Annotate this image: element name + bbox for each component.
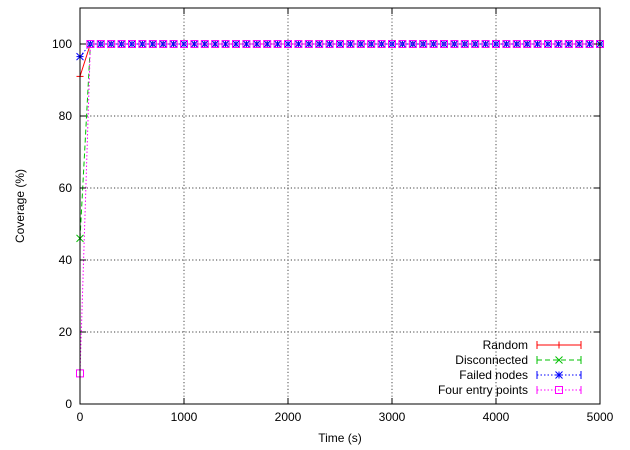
data-point — [284, 40, 292, 48]
data-point — [367, 40, 376, 48]
data-point — [575, 40, 584, 48]
legend-marker — [555, 371, 563, 379]
data-point — [429, 40, 438, 48]
data-point — [86, 40, 95, 48]
data-point — [533, 40, 542, 48]
data-point — [221, 40, 230, 48]
data-point — [523, 40, 532, 48]
data-point — [502, 40, 511, 48]
series-failed-nodes — [76, 40, 604, 61]
legend-item: Disconnected — [455, 353, 582, 367]
data-point — [273, 40, 282, 48]
data-point — [96, 40, 105, 48]
x-tick-label: 0 — [77, 410, 84, 424]
y-tick-label: 40 — [59, 253, 73, 267]
data-point — [544, 40, 552, 48]
data-point — [107, 40, 116, 48]
data-point — [398, 40, 407, 48]
legend-marker — [555, 356, 563, 364]
legend-marker — [555, 341, 563, 349]
data-point — [481, 40, 490, 48]
data-point — [512, 40, 521, 48]
y-tick-label: 60 — [59, 181, 73, 195]
data-point — [377, 40, 386, 48]
data-point — [554, 40, 563, 48]
series-line — [79, 43, 600, 239]
data-point — [336, 40, 344, 48]
data-point — [159, 40, 168, 48]
data-point — [450, 40, 459, 48]
data-point — [169, 40, 178, 48]
data-point — [190, 40, 199, 48]
legend-marker — [555, 386, 563, 394]
data-point — [180, 40, 188, 48]
y-tick-label: 100 — [52, 37, 72, 51]
data-point — [242, 40, 251, 48]
data-point — [419, 40, 428, 48]
series-four-entry-points — [76, 40, 604, 378]
plot-frame — [79, 7, 601, 405]
series-disconnected — [76, 40, 604, 243]
data-point — [388, 40, 396, 48]
data-point — [304, 40, 313, 48]
data-point — [117, 40, 126, 48]
data-point — [128, 40, 136, 48]
data-point — [336, 40, 344, 48]
legend-label: Four entry points — [438, 383, 528, 397]
y-tick-label: 20 — [59, 325, 73, 339]
data-point — [440, 40, 448, 48]
legend-item: Four entry points — [438, 383, 582, 397]
legend-label: Failed nodes — [459, 368, 528, 382]
data-point — [211, 40, 220, 48]
series-line — [79, 43, 600, 374]
data-point — [252, 40, 261, 48]
x-tick-label: 4000 — [483, 410, 510, 424]
data-point — [263, 40, 272, 48]
grid — [80, 8, 600, 404]
data-point — [408, 40, 417, 48]
legend-item: Failed nodes — [459, 368, 582, 382]
data-point — [159, 40, 168, 48]
legend-label: Disconnected — [455, 353, 528, 367]
x-tick-label: 3000 — [379, 410, 406, 424]
data-point — [585, 40, 594, 48]
data-point — [564, 40, 573, 48]
data-point — [564, 40, 573, 48]
data-point — [471, 40, 480, 48]
data-point — [356, 40, 365, 48]
y-tick-label: 0 — [65, 397, 72, 411]
legend-label: Random — [483, 338, 528, 352]
y-tick-label: 80 — [59, 109, 73, 123]
data-point — [346, 40, 355, 48]
data-point — [325, 40, 334, 48]
legend-item: Random — [483, 338, 582, 352]
data-point — [200, 40, 209, 48]
series-layer — [76, 40, 604, 378]
data-point — [232, 40, 240, 48]
data-point — [575, 40, 584, 48]
x-tick-label: 5000 — [587, 410, 614, 424]
data-point — [294, 40, 303, 48]
data-point — [315, 40, 324, 48]
data-point — [221, 40, 230, 48]
data-point — [460, 40, 469, 48]
x-axis-label: Time (s) — [318, 431, 362, 445]
data-point — [138, 40, 147, 48]
x-tick-label: 2000 — [275, 410, 302, 424]
data-point — [148, 40, 157, 48]
y-axis-label: Coverage (%) — [13, 169, 27, 243]
data-point — [315, 40, 324, 48]
series-line — [79, 43, 600, 77]
data-point — [492, 40, 500, 48]
x-tick-label: 1000 — [171, 410, 198, 424]
data-point — [304, 40, 313, 48]
